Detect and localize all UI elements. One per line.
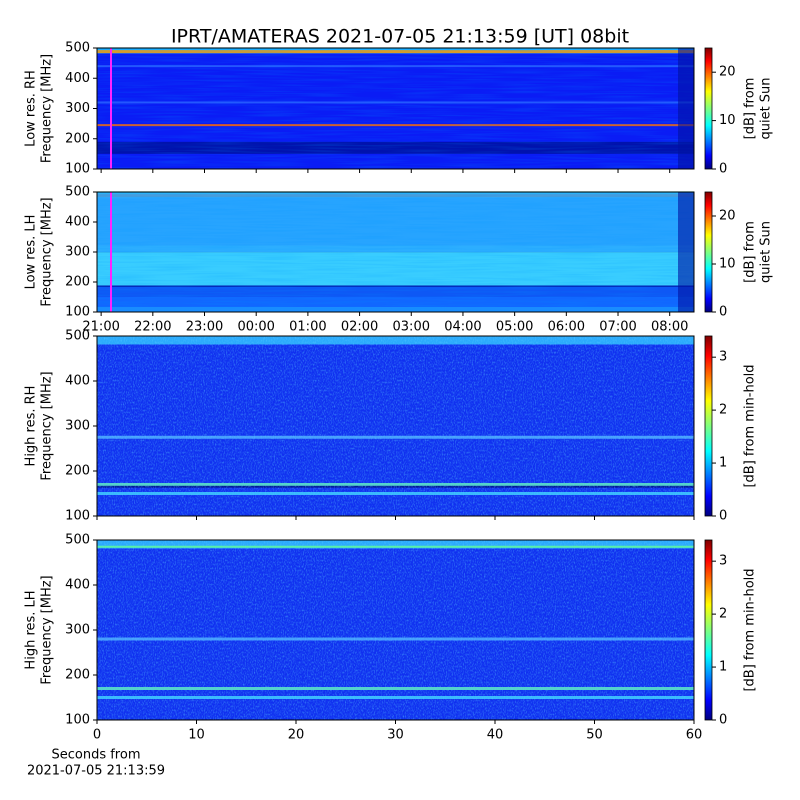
colorbar bbox=[704, 335, 713, 517]
x-tick-label: 60 bbox=[686, 728, 703, 743]
colorbar-tick-label: 0 bbox=[719, 162, 727, 177]
y-tick-label: 300 bbox=[65, 623, 90, 638]
y-tick-label: 400 bbox=[65, 215, 90, 230]
spectrogram-edge bbox=[678, 48, 694, 169]
y-axis-label: Frequency [MHz] bbox=[40, 54, 55, 163]
y-tick-label: 200 bbox=[65, 131, 90, 146]
y-tick-label: 500 bbox=[65, 533, 90, 548]
spectrogram-noise bbox=[97, 336, 694, 516]
x-tick-label: 23:00 bbox=[186, 320, 223, 335]
y-axis-label: Frequency [MHz] bbox=[40, 371, 55, 480]
y-tick-label: 500 bbox=[65, 329, 90, 344]
colorbar-tick-label: 1 bbox=[719, 456, 727, 471]
colorbar-tick-label: 0 bbox=[719, 713, 727, 728]
colorbar-tick-label: 1 bbox=[719, 660, 727, 675]
x-tick-label: 10 bbox=[188, 728, 205, 743]
colorbar-tick-label: 20 bbox=[719, 209, 736, 224]
y-tick-label: 200 bbox=[65, 464, 90, 479]
y-tick-label: 300 bbox=[65, 419, 90, 434]
x-tick-label: 22:00 bbox=[134, 320, 171, 335]
x-tick-label: 20 bbox=[288, 728, 305, 743]
x-tick-label: 02:00 bbox=[341, 320, 378, 335]
x-tick-label: 06:00 bbox=[548, 320, 585, 335]
y-tick-label: 100 bbox=[65, 509, 90, 524]
colorbar bbox=[704, 191, 713, 313]
x-axis-label: Seconds from bbox=[51, 748, 140, 763]
y-axis-label: Low res. RH bbox=[24, 70, 39, 147]
y-tick-label: 400 bbox=[65, 71, 90, 86]
x-axis-label: 2021-07-05 21:13:59 bbox=[27, 764, 165, 779]
y-tick-label: 400 bbox=[65, 374, 90, 389]
colorbar-tick-label: 20 bbox=[719, 65, 736, 80]
colorbar-tick-label: 10 bbox=[719, 113, 736, 128]
y-axis-label: Frequency [MHz] bbox=[40, 575, 55, 684]
x-tick-label: 21:00 bbox=[82, 320, 119, 335]
colorbar bbox=[704, 539, 713, 721]
y-tick-label: 500 bbox=[65, 185, 90, 200]
y-tick-label: 200 bbox=[65, 668, 90, 683]
spectrogram-noise bbox=[97, 48, 694, 169]
x-tick-label: 05:00 bbox=[496, 320, 533, 335]
x-tick-label: 04:00 bbox=[444, 320, 481, 335]
x-tick-label: 50 bbox=[586, 728, 603, 743]
colorbar-label: [dB] from min-hold bbox=[743, 568, 758, 691]
spectrogram-edge bbox=[678, 192, 694, 312]
colorbar-tick-label: 2 bbox=[719, 403, 727, 418]
y-axis-label: High res. RH bbox=[24, 386, 39, 467]
colorbar-label: [dB] from bbox=[743, 78, 758, 140]
y-tick-label: 300 bbox=[65, 245, 90, 260]
y-tick-label: 100 bbox=[65, 162, 90, 177]
colorbar-label: [dB] from min-hold bbox=[743, 364, 758, 487]
y-axis-label: High res. LH bbox=[24, 590, 39, 669]
y-tick-label: 300 bbox=[65, 101, 90, 116]
y-tick-label: 500 bbox=[65, 41, 90, 56]
y-tick-label: 200 bbox=[65, 275, 90, 290]
y-tick-label: 400 bbox=[65, 578, 90, 593]
y-tick-label: 100 bbox=[65, 305, 90, 320]
spectrogram-noise bbox=[97, 192, 694, 312]
x-tick-label: 40 bbox=[487, 728, 504, 743]
colorbar-tick-label: 2 bbox=[719, 607, 727, 622]
x-tick-label: 00:00 bbox=[237, 320, 274, 335]
x-tick-label: 07:00 bbox=[599, 320, 636, 335]
x-tick-label: 0 bbox=[93, 728, 101, 743]
colorbar-tick-label: 0 bbox=[719, 509, 727, 524]
y-tick-label: 100 bbox=[65, 713, 90, 728]
colorbar-label: quiet Sun bbox=[759, 77, 774, 139]
x-tick-label: 01:00 bbox=[289, 320, 326, 335]
x-tick-label: 30 bbox=[387, 728, 404, 743]
colorbar bbox=[704, 47, 713, 170]
chart-title: IPRT/AMATERAS 2021-07-05 21:13:59 [UT] 0… bbox=[171, 26, 629, 48]
colorbar-label: [dB] from bbox=[743, 221, 758, 283]
x-tick-label: 03:00 bbox=[393, 320, 430, 335]
colorbar-tick-label: 0 bbox=[719, 305, 727, 320]
y-axis-label: Low res. LH bbox=[24, 215, 39, 290]
spectrogram-noise bbox=[97, 540, 694, 720]
colorbar-tick-label: 3 bbox=[719, 350, 727, 365]
colorbar-label: quiet Sun bbox=[759, 221, 774, 283]
colorbar-tick-label: 3 bbox=[719, 554, 727, 569]
y-axis-label: Frequency [MHz] bbox=[40, 197, 55, 306]
x-tick-label: 08:00 bbox=[651, 320, 688, 335]
colorbar-tick-label: 10 bbox=[719, 257, 736, 272]
